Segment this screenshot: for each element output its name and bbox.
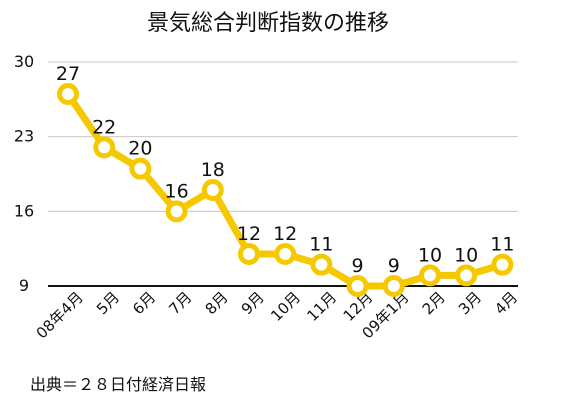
data-label: 9 [352,255,364,277]
data-point [274,243,297,265]
x-tick-label: 10月 [267,288,304,325]
x-tick-label: 8月 [202,288,232,318]
data-point [346,275,369,297]
x-tick-label: 08年4月 [33,288,87,342]
x-tick-label: 11月 [303,288,340,325]
series: 27 22 20 16 18 12 12 11 9 9 10 10 11 [56,63,514,297]
data-point [165,200,188,223]
data-label: 20 [128,138,152,160]
data-label: 12 [273,223,297,245]
y-axis-ticks: 9 16 23 30 [14,52,34,295]
x-tick-label: 4月 [491,288,521,318]
x-tick-label: 2月 [419,288,449,318]
data-point [201,179,224,201]
data-point [129,157,152,180]
data-label: 16 [165,180,189,202]
data-point [382,275,405,297]
data-label: 11 [309,234,333,256]
x-tick-label: 3月 [455,288,485,318]
data-point [310,253,333,276]
data-label: 10 [418,244,442,266]
y-tick-label: 16 [14,201,34,220]
y-tick-label: 9 [19,276,29,295]
data-point [455,264,478,287]
x-tick-label: 6月 [129,288,159,318]
data-label: 10 [454,244,478,266]
data-point [419,264,441,287]
x-tick-label: 9月 [238,288,268,318]
grid [48,61,518,287]
y-tick-label: 30 [14,52,34,71]
y-tick-label: 23 [14,127,34,146]
data-point [491,253,514,276]
source-note: 出典＝２８日付経済日報 [30,375,206,394]
data-point [93,136,116,159]
data-point [57,83,79,105]
x-tick-label: 7月 [165,288,195,318]
data-label: 11 [490,234,514,256]
data-label: 18 [201,159,225,181]
data-label: 22 [92,116,116,138]
data-label: 27 [56,63,80,85]
x-tick-label: 5月 [93,288,123,318]
data-point [238,243,260,265]
data-label: 12 [237,223,261,245]
data-label: 9 [388,255,400,277]
chart-title: 景気総合判断指数の推移 [147,11,389,36]
